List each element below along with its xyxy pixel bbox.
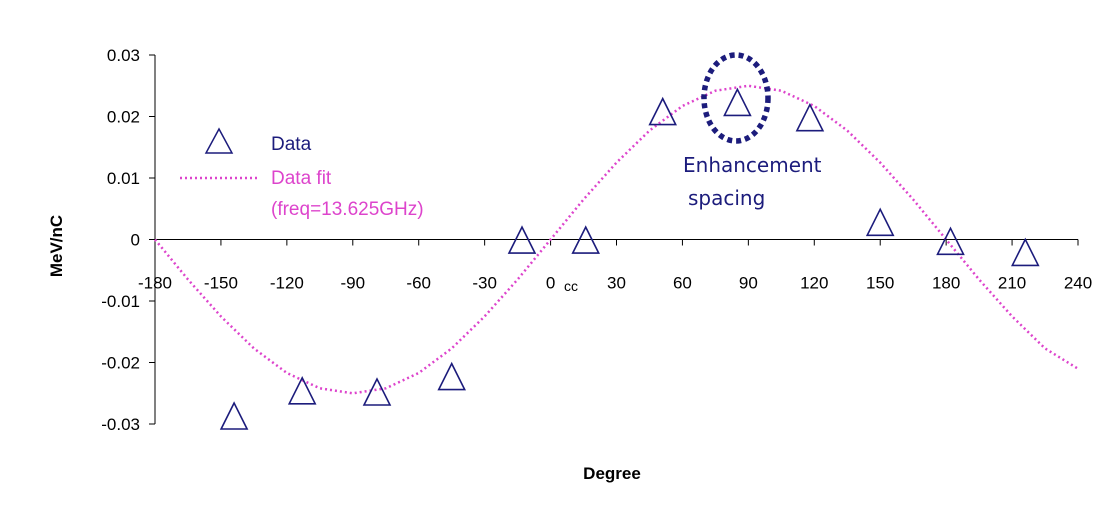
data-point xyxy=(723,87,752,117)
x-tick-label: 30 xyxy=(607,274,626,293)
data-point xyxy=(287,376,317,405)
enhancement-highlight-ellipse xyxy=(701,52,771,144)
data-point xyxy=(648,96,677,126)
x-tick-label: -60 xyxy=(406,274,431,293)
y-tick-label: 0.01 xyxy=(107,169,140,188)
x-tick-label: 0 xyxy=(546,274,555,293)
y-tick-labels: 0.03 0.02 0.01 0 -0.01 -0.02 -0.03 xyxy=(101,46,140,434)
y-tick-label: -0.01 xyxy=(101,292,140,311)
y-tick-label: -0.03 xyxy=(101,415,140,434)
x-tick-label: 90 xyxy=(739,274,758,293)
data-series xyxy=(219,87,1040,430)
data-point xyxy=(571,225,600,254)
y-axis-title: MeV/nC xyxy=(47,215,66,277)
data-point xyxy=(437,361,466,391)
x-tick-labels: -180 -150 -120 -90 -60 -30 0 30 60 90 120 150 180 210… xyxy=(138,274,1092,293)
x-tick-label: 180 xyxy=(932,274,960,293)
x-tick-label: -30 xyxy=(472,274,497,293)
data-point xyxy=(507,225,537,254)
data-point xyxy=(362,377,392,406)
axes xyxy=(149,54,1079,425)
x-tick-label: 240 xyxy=(1064,274,1092,293)
x-tick-label: -180 xyxy=(138,274,172,293)
x-tick-label: -120 xyxy=(270,274,304,293)
enhancement-label-line2: spacing xyxy=(688,186,765,210)
data-point xyxy=(219,401,249,430)
y-tick-label: 0.03 xyxy=(107,46,140,65)
x-axis-title: Degree xyxy=(583,464,641,483)
data-point xyxy=(795,102,825,132)
data-point xyxy=(865,207,895,237)
y-tick-label: -0.02 xyxy=(101,354,140,373)
x-tick-label: 210 xyxy=(998,274,1026,293)
data-point xyxy=(1011,237,1040,267)
x-tick-label: -90 xyxy=(340,274,365,293)
legend-fit-label: Data fit xyxy=(271,168,332,189)
legend-data-triangle-icon xyxy=(204,127,234,154)
legend-fit-sublabel: (freq=13.625GHz) xyxy=(271,199,424,220)
legend: Data Data fit (freq=13.625GHz) xyxy=(180,127,424,220)
x-tick-label: 60 xyxy=(673,274,692,293)
x-tick-label: -150 xyxy=(204,274,238,293)
data-point xyxy=(936,226,965,256)
cc-label: cc xyxy=(564,278,578,294)
x-tick-label: 120 xyxy=(800,274,828,293)
enhancement-label-line1: Enhancement xyxy=(683,153,822,177)
y-tick-label: 0.02 xyxy=(107,108,140,127)
x-tick-label: 150 xyxy=(866,274,894,293)
y-tick-label: 0 xyxy=(131,231,140,250)
legend-data-label: Data xyxy=(271,134,312,155)
